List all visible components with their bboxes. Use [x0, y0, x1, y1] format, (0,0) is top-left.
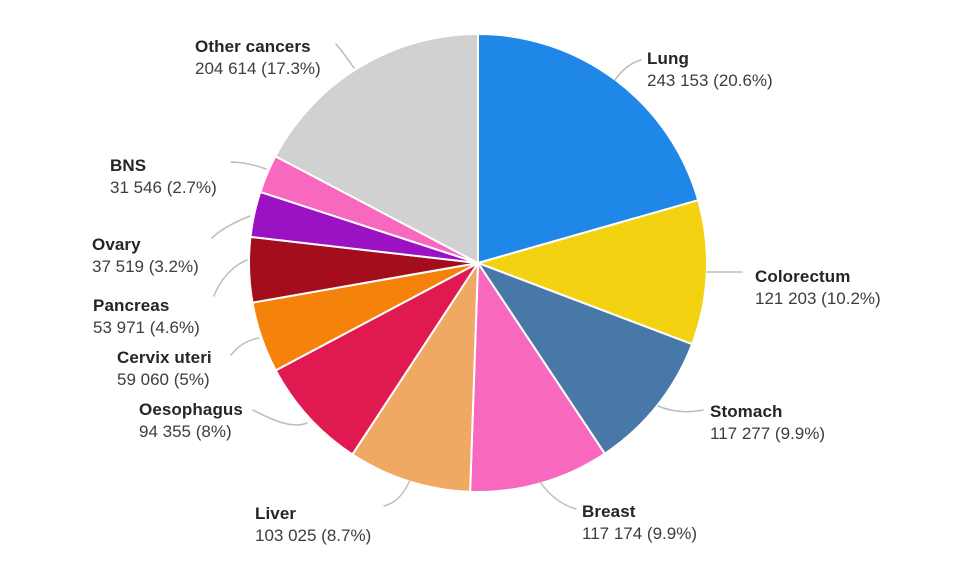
pie-slices-group — [248, 33, 708, 493]
label-oesophagus-value: 94 355 (8%) — [139, 422, 232, 441]
leader-line-other-cancers — [335, 43, 355, 69]
label-stomach-value: 117 277 (9.9%) — [710, 424, 825, 443]
pie-slice-other-cancers[interactable] — [274, 33, 479, 264]
label-liver-name: Liver — [255, 504, 297, 523]
label-liver: Liver 103 025 (8.7%) — [255, 503, 371, 547]
label-breast: Breast 117 174 (9.9%) — [582, 501, 697, 545]
label-ovary-value: 37 519 (3.2%) — [92, 257, 199, 276]
label-other-cancers: Other cancers 204 614 (17.3%) — [195, 36, 321, 80]
label-cervix-uteri: Cervix uteri 59 060 (5%) — [117, 347, 212, 391]
label-colorectum-name: Colorectum — [755, 267, 851, 286]
leader-line-stomach — [657, 405, 704, 413]
label-oesophagus: Oesophagus 94 355 (8%) — [139, 399, 243, 443]
label-breast-name: Breast — [582, 502, 636, 521]
label-lung: Lung 243 153 (20.6%) — [647, 48, 773, 92]
label-stomach: Stomach 117 277 (9.9%) — [710, 401, 825, 445]
pie-slice-oesophagus[interactable] — [274, 262, 479, 456]
label-pancreas-value: 53 971 (4.6%) — [93, 318, 200, 337]
label-oesophagus-name: Oesophagus — [139, 400, 243, 419]
label-ovary: Ovary 37 519 (3.2%) — [92, 234, 199, 278]
label-stomach-name: Stomach — [710, 402, 783, 421]
label-ovary-name: Ovary — [92, 235, 141, 254]
label-bns-name: BNS — [110, 156, 147, 175]
label-bns-value: 31 546 (2.7%) — [110, 178, 217, 197]
label-bns: BNS 31 546 (2.7%) — [110, 155, 217, 199]
label-breast-value: 117 174 (9.9%) — [582, 524, 697, 543]
label-liver-value: 103 025 (8.7%) — [255, 526, 372, 545]
label-pancreas-name: Pancreas — [93, 296, 170, 315]
label-colorectum: Colorectum 121 203 (10.2%) — [755, 266, 881, 310]
leader-line-oesophagus — [252, 409, 308, 426]
label-cervix-uteri-value: 59 060 (5%) — [117, 370, 210, 389]
leader-line-bns — [230, 161, 267, 170]
label-lung-name: Lung — [647, 49, 689, 68]
label-cervix-uteri-name: Cervix uteri — [117, 348, 212, 367]
label-pancreas: Pancreas 53 971 (4.6%) — [93, 295, 200, 339]
leader-line-liver — [383, 479, 411, 507]
pie-slice-stomach[interactable] — [477, 262, 694, 455]
leader-line-ovary — [211, 215, 251, 239]
leader-line-cervix-uteri — [230, 337, 260, 356]
label-colorectum-value: 121 203 (10.2%) — [755, 289, 881, 308]
leader-line-lung — [614, 59, 642, 81]
leader-line-pancreas — [213, 259, 248, 297]
label-lung-value: 243 153 (20.6%) — [647, 71, 773, 90]
leader-line-breast — [539, 481, 577, 510]
label-other-cancers-name: Other cancers — [195, 37, 311, 56]
pie-slice-lung[interactable] — [477, 33, 700, 264]
leader-lines-group — [211, 43, 743, 510]
label-other-cancers-value: 204 614 (17.3%) — [195, 59, 321, 78]
